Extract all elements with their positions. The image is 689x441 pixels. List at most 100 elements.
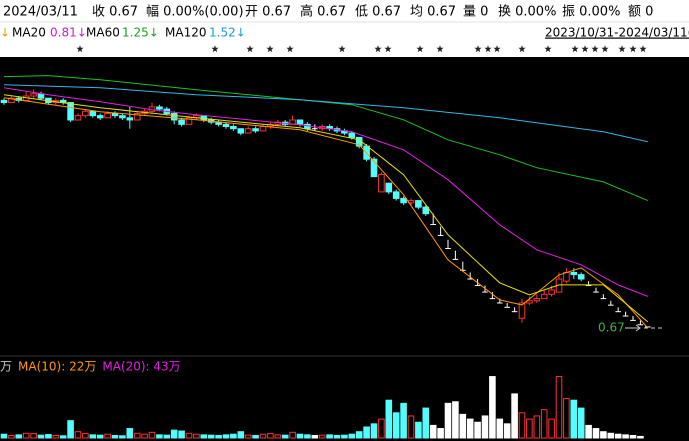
volume-bar <box>311 434 319 439</box>
volume-bar <box>52 434 60 439</box>
volume-bar <box>230 433 237 439</box>
date-range: 2023/10/31-2024/03/11(8 <box>545 26 689 40</box>
volume-bar <box>67 420 74 439</box>
volume-bar <box>104 433 111 439</box>
ma-line <box>3 87 648 297</box>
volume-bar <box>400 402 407 439</box>
candle-body <box>133 112 141 121</box>
ma-line <box>3 94 649 323</box>
header-field: 额 0 <box>628 5 653 20</box>
volume-bar <box>637 435 644 439</box>
volume-bar <box>8 434 15 439</box>
header-field: 振 0.00% <box>562 5 620 20</box>
volume-bar <box>503 423 511 439</box>
volume-bar <box>96 434 104 439</box>
candle-body <box>89 110 97 117</box>
volume-bar <box>511 393 518 439</box>
volume-bar <box>429 424 437 439</box>
candle-body <box>252 128 259 132</box>
info-star <box>618 45 626 53</box>
candle-body <box>563 271 570 282</box>
candle-body <box>385 182 393 193</box>
volume-bar <box>422 407 430 439</box>
ma-legend-name: MA60 <box>86 26 120 40</box>
ma-line <box>3 84 648 143</box>
info-star <box>493 45 501 53</box>
volume-bar <box>548 418 555 439</box>
header-field: 低 0.67 <box>355 5 401 20</box>
candle-body <box>119 115 126 119</box>
candle-body <box>577 274 585 280</box>
volume-bar <box>318 434 326 439</box>
candle-body <box>8 97 15 104</box>
volume-bar <box>622 434 629 439</box>
volume-bar <box>156 434 163 439</box>
volume-bar <box>563 398 570 439</box>
ma-legend-value: 0.81↓ <box>50 26 87 40</box>
volume-bar <box>141 433 148 439</box>
volume-bar <box>267 433 274 439</box>
ma-legend-name: MA120 <box>165 26 206 40</box>
candle-body <box>570 271 578 276</box>
volume-bar <box>148 431 156 439</box>
info-star <box>416 45 424 53</box>
candle-body <box>244 128 252 134</box>
volume-bar <box>222 434 230 439</box>
ma-legend-name: MA20 <box>12 26 46 40</box>
volume-bar <box>163 434 171 439</box>
volume-bar <box>126 428 134 439</box>
volume-bar <box>304 434 311 439</box>
volume-bar <box>407 415 415 439</box>
volume-bar <box>252 434 259 439</box>
volume-legend: MA(10): 22万 <box>18 360 96 374</box>
volume-bar <box>585 424 592 439</box>
candle-body <box>111 112 119 117</box>
candle-body <box>259 126 267 132</box>
info-star <box>474 45 482 53</box>
candle-body <box>67 102 74 121</box>
info-star <box>629 45 637 53</box>
info-star <box>591 45 599 53</box>
ma-line <box>3 97 649 329</box>
volume-bar <box>518 412 526 439</box>
volume-bar <box>333 434 341 439</box>
candle-body <box>422 206 430 215</box>
volume-bar <box>193 433 200 439</box>
volume-bar <box>592 428 600 439</box>
last-price-arrowhead <box>635 324 641 332</box>
volume-bar <box>489 376 496 439</box>
candle-body <box>400 197 407 204</box>
volume-bar <box>259 433 267 439</box>
header-background <box>0 0 689 57</box>
info-star <box>436 45 444 53</box>
info-star <box>374 45 382 53</box>
info-star <box>286 45 294 53</box>
info-star <box>266 45 274 53</box>
candle-body <box>540 293 548 300</box>
volume-bar <box>45 434 52 439</box>
header-field: 换 0.00% <box>498 5 556 20</box>
header-field: 高 0.67 <box>300 4 346 20</box>
volume-bar <box>37 434 45 439</box>
volume-bar <box>22 432 30 439</box>
info-star <box>581 45 589 53</box>
ma-legend-value: 1.25↓ <box>122 26 159 40</box>
volume-bar <box>74 431 82 439</box>
volume-bar <box>600 431 607 439</box>
info-star <box>76 45 84 53</box>
candle-body <box>518 302 526 319</box>
volume-bar <box>355 431 363 439</box>
candle-body <box>526 300 533 304</box>
candle-body <box>30 93 37 97</box>
volume-bar <box>0 433 8 439</box>
info-star <box>518 45 526 53</box>
info-star <box>571 45 579 53</box>
volume-bar <box>200 434 208 439</box>
candle-body <box>415 200 422 208</box>
last-price-label: 0.67 <box>598 321 625 335</box>
info-star <box>484 45 492 53</box>
volume-bar <box>82 433 89 439</box>
volume-bar <box>215 434 222 439</box>
volume-bar <box>452 401 459 439</box>
